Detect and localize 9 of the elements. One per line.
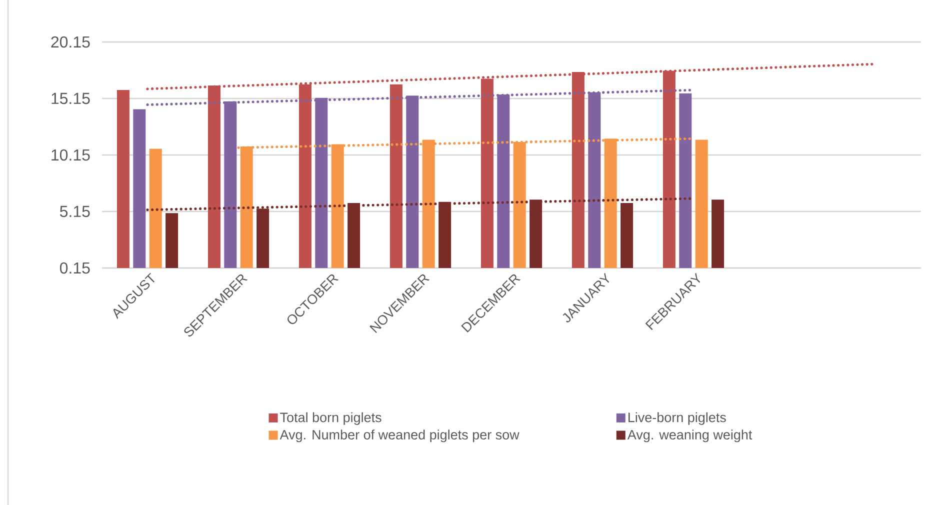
legend-label: Avg. Number of weaned piglets per sow [280,430,520,442]
y-tick-label: 15.15 [52,92,90,104]
legend-label: Live-born piglets [628,412,726,425]
legend-label: Total born piglets [280,412,382,425]
y-tick-label: 20.15 [51,36,90,48]
y-tick-label: 5.15 [60,206,90,218]
y-tick-label: 10.15 [52,149,90,161]
legend-label: Avg. weaning weight [627,430,752,442]
y-tick-label: 0.15 [60,262,90,274]
